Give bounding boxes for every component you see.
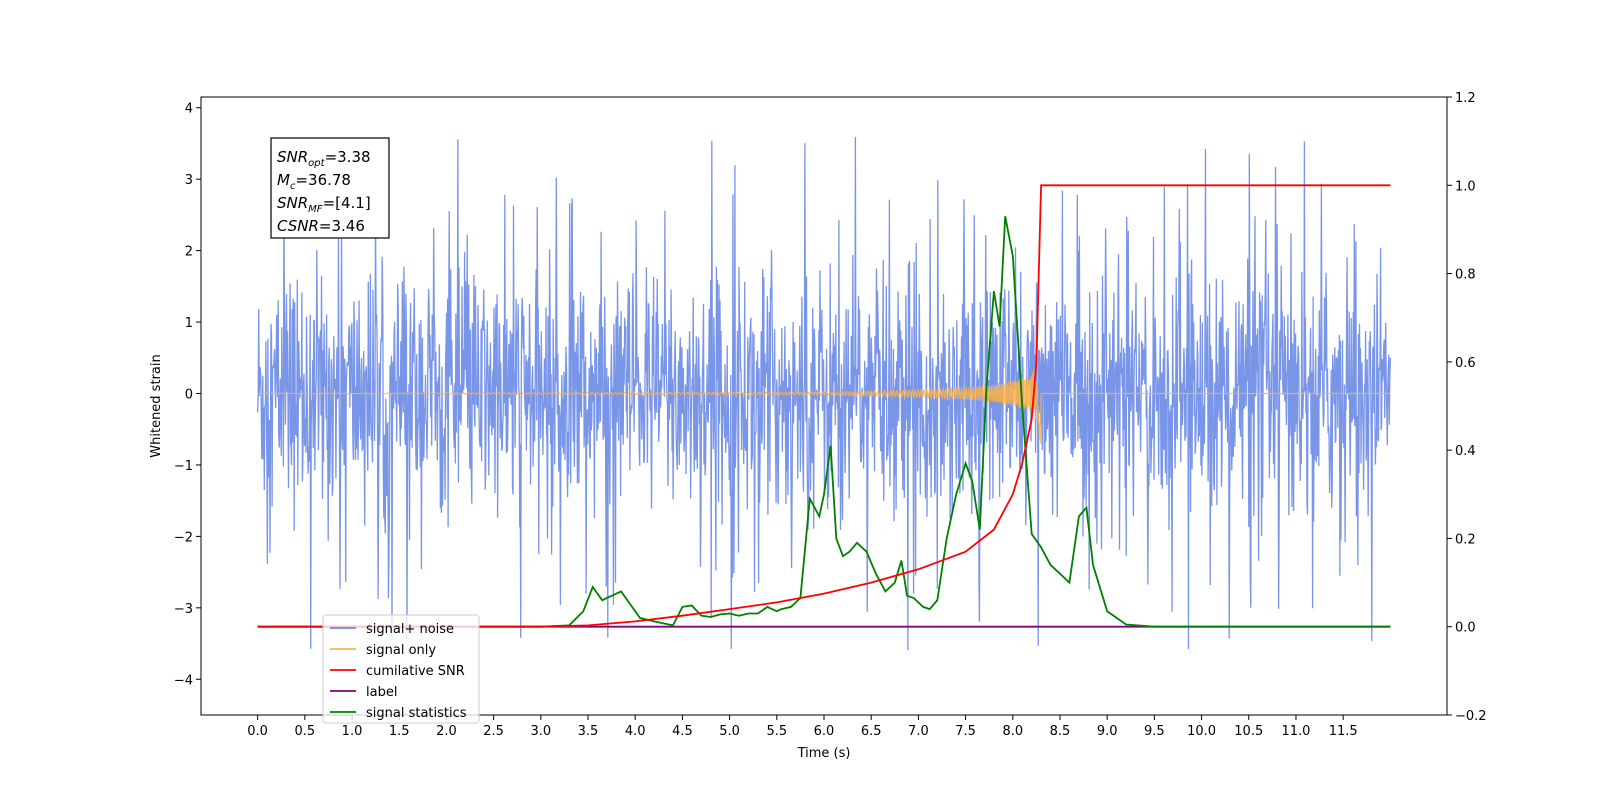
y2-axis-ticks: 1.2 1.0 0.8 0.6 0.4 0.2 0.0 −0.2	[1447, 91, 1487, 724]
y-tick-label: 4	[185, 102, 193, 117]
x-tick-label: 3.5	[578, 724, 599, 739]
y-tick-label: −1	[174, 459, 193, 474]
x-tick-label: 2.5	[483, 724, 504, 739]
info-line: SNRopt=3.38	[277, 148, 371, 169]
y2-tick-label: 0.8	[1455, 268, 1476, 283]
x-tick-label: 4.5	[672, 724, 693, 739]
info-line-subscript: MF	[308, 204, 323, 215]
y2-tick-label: 0.6	[1455, 356, 1476, 371]
info-line-name: SNR	[277, 194, 308, 212]
x-tick-label: 0.5	[294, 724, 315, 739]
y-tick-label: −3	[174, 602, 193, 617]
x-tick-label: 9.0	[1097, 724, 1118, 739]
info-line-value: =3.38	[325, 148, 371, 166]
info-line-subscript: opt	[308, 158, 325, 169]
y2-tick-label: −0.2	[1455, 709, 1487, 724]
info-line: CSNR=3.46	[277, 217, 365, 235]
legend-label: signal statistics	[366, 706, 467, 721]
x-axis-label: Time (s)	[797, 746, 851, 761]
x-tick-label: 3.0	[530, 724, 551, 739]
x-tick-label: 2.0	[436, 724, 457, 739]
legend: signal+ noise signal only cumilative SNR la…	[322, 614, 480, 724]
series-signal-statistics-line	[257, 216, 1391, 628]
y2-tick-label: 0.4	[1455, 444, 1476, 459]
x-tick-label: 9.5	[1144, 724, 1165, 739]
y-tick-label: −4	[174, 673, 193, 688]
y-tick-label: −2	[174, 530, 193, 545]
x-tick-label: 10.0	[1187, 724, 1216, 739]
info-line-name: SNR	[277, 148, 308, 166]
x-tick-label: 11.0	[1281, 724, 1310, 739]
x-tick-label: 7.5	[955, 724, 976, 739]
legend-label: label	[366, 685, 397, 700]
x-tick-label: 1.0	[342, 724, 363, 739]
x-axis-ticks: 0.0 0.5 1.0 1.5 2.0 2.5 3.0 3.5 4.0 4.5 5.0 5.5 6.0 6…	[247, 715, 1358, 739]
y2-tick-label: 0.0	[1455, 621, 1476, 636]
y2-tick-label: 0.2	[1455, 532, 1476, 547]
y-tick-label: 1	[185, 316, 193, 331]
x-tick-label: 6.0	[814, 724, 835, 739]
series-signal-only-line	[257, 368, 1391, 444]
x-tick-label: 5.0	[719, 724, 740, 739]
x-tick-label: 10.5	[1234, 724, 1263, 739]
x-tick-label: 11.5	[1329, 724, 1358, 739]
x-tick-label: 4.0	[625, 724, 646, 739]
y-tick-label: 2	[185, 245, 193, 260]
x-tick-label: 7.0	[908, 724, 929, 739]
info-box-border	[270, 137, 390, 239]
x-tick-label: 0.0	[247, 724, 268, 739]
y-tick-label: 3	[185, 173, 193, 188]
info-line-name: M	[277, 171, 290, 189]
x-tick-label: 6.5	[861, 724, 882, 739]
info-line-name: CSNR	[277, 217, 319, 235]
legend-label: cumilative SNR	[366, 664, 465, 679]
legend-label: signal+ noise	[366, 622, 454, 637]
info-line: SNRMF=[4.1]	[277, 194, 371, 215]
x-tick-label: 1.5	[389, 724, 410, 739]
y2-tick-label: 1.0	[1455, 179, 1476, 194]
y2-tick-label: 1.2	[1455, 91, 1476, 106]
x-tick-label: 8.0	[1002, 724, 1023, 739]
y-axis-label: Whitened strain	[149, 354, 164, 457]
info-line: Mc=36.78	[277, 171, 351, 192]
info-line-value: =36.78	[295, 171, 351, 189]
info-line-value: =[4.1]	[323, 194, 371, 212]
legend-label: signal only	[366, 643, 436, 658]
x-tick-label: 5.5	[766, 724, 787, 739]
series-cumulative-snr-line	[257, 184, 1391, 628]
info-line-value: =3.46	[319, 217, 365, 235]
y-axis-ticks: 4 3 2 1 0 −1 −2 −3 −4	[174, 102, 201, 688]
x-tick-label: 8.5	[1050, 724, 1071, 739]
y-tick-label: 0	[185, 387, 193, 402]
series-signal-noise-line	[256, 136, 1392, 651]
legend-box	[322, 614, 480, 724]
info-line-subscript: c	[290, 181, 296, 192]
